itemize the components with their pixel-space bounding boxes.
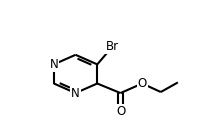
Text: N: N	[71, 87, 80, 100]
Text: O: O	[116, 105, 125, 118]
Text: N: N	[50, 58, 58, 71]
Text: O: O	[138, 77, 147, 90]
Text: Br: Br	[106, 40, 119, 53]
